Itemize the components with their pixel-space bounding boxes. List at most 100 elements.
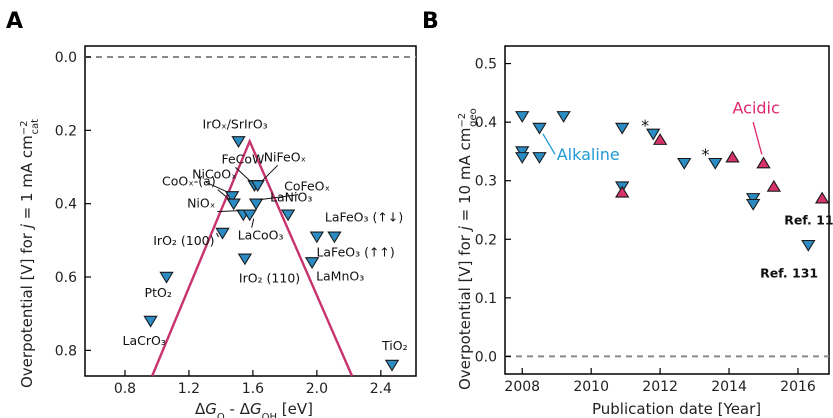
chart-a-point-label: LaFeO₃ (↑↓) bbox=[325, 210, 403, 225]
chart-b-point-alkaline bbox=[532, 152, 547, 164]
chart-b-frame bbox=[504, 45, 830, 375]
chart-a-point-label: CoFeOₓ bbox=[284, 179, 330, 194]
panel-label-b: B bbox=[422, 9, 439, 34]
chart-b-point-acidic bbox=[814, 191, 830, 204]
chart-a-xtick-label: 1.6 bbox=[242, 381, 264, 397]
chart-a-point bbox=[224, 191, 240, 203]
chart-a-label-arrow bbox=[235, 166, 251, 182]
chart-a-point-label: NiOₓ bbox=[187, 196, 215, 211]
chart-b-xtick-label: 2014 bbox=[711, 379, 747, 395]
chart-b-annotation-ref119: Ref. 119 bbox=[784, 213, 833, 228]
chart-b-point-alkaline bbox=[708, 157, 723, 170]
chart-a-point bbox=[237, 253, 253, 266]
chart-b-point-alkaline bbox=[801, 239, 816, 252]
chart-a-label-arrow bbox=[216, 232, 219, 238]
chart-b-point-acidic bbox=[766, 179, 782, 192]
chart-b-annotation-ref131: Ref. 131 bbox=[760, 265, 818, 280]
chart-a-point bbox=[280, 209, 296, 222]
chart-b-series-label-acidic: Acidic bbox=[732, 98, 779, 117]
chart-a-point bbox=[309, 231, 325, 244]
chart-a-frame bbox=[84, 45, 417, 377]
chart-a-ytick-label: 0.4 bbox=[55, 197, 77, 213]
chart-b-point-alkaline bbox=[556, 111, 571, 123]
chart-a-label-arrow bbox=[217, 189, 231, 201]
chart-b-acidic-arrow bbox=[752, 121, 763, 155]
chart-b-xlabel: Publication date [Year] bbox=[592, 400, 761, 418]
chart-a-point-label: LaCrO₃ bbox=[123, 333, 166, 348]
chart-b-xtick-label: 2012 bbox=[642, 379, 678, 395]
chart-a-xtick-label: 2.0 bbox=[306, 381, 328, 397]
chart-a-point bbox=[248, 198, 264, 211]
chart-b-xtick-label: 2010 bbox=[573, 379, 609, 395]
chart-a-ytick-label: 0.2 bbox=[55, 123, 77, 139]
chart-a-point bbox=[159, 271, 174, 284]
chart-b-point-alkaline bbox=[646, 128, 661, 141]
chart-a-point bbox=[242, 209, 257, 222]
chart-b-point-alkaline bbox=[615, 122, 630, 135]
chart-a-label-arrow bbox=[205, 181, 229, 193]
chart-a-point bbox=[327, 231, 342, 244]
chart-a-ytick-label: 0.0 bbox=[55, 50, 77, 66]
chart-a-label-arrow bbox=[260, 194, 299, 201]
chart-b-point-acidic bbox=[652, 133, 668, 145]
chart-b-point-alkaline bbox=[515, 146, 530, 159]
chart-a-point bbox=[304, 257, 320, 269]
chart-a-xlabel: ΔGO - ΔGOH [eV] bbox=[195, 400, 313, 418]
chart-b-xtick-label: 2008 bbox=[504, 379, 540, 395]
chart-a-point bbox=[226, 198, 241, 211]
chart-b: Alkaline Acidic Ref. 119 Ref. 131 * * 2008 201… bbox=[456, 45, 833, 418]
chart-b-xtick-label: 2016 bbox=[780, 379, 816, 395]
panel-label-a: A bbox=[6, 9, 23, 34]
chart-b-ylabel: Overpotential [V] for j = 10 mA cm−2geo bbox=[456, 108, 479, 390]
chart-b-ytick-label: 0.2 bbox=[475, 232, 497, 248]
chart-a-point-label: IrO₂ (100) bbox=[153, 233, 214, 248]
chart-a-point bbox=[231, 136, 246, 148]
chart-a-point-label: IrOₓ/SrIrO₃ bbox=[203, 116, 268, 131]
chart-b-point-acidic bbox=[756, 156, 771, 169]
chart-a-point-label: FeCoW bbox=[221, 151, 264, 166]
chart-a-ylabel: Overpotential [V] for j = 1 mA cm−2cat bbox=[18, 119, 41, 388]
chart-b-annotation-star: * bbox=[641, 116, 649, 135]
chart-b-point-acidic bbox=[725, 150, 740, 163]
chart-a-point-label: LaMnO₃ bbox=[316, 268, 364, 283]
chart-a-xtick-label: 0.8 bbox=[114, 381, 136, 397]
chart-b-ytick-label: 0.4 bbox=[475, 115, 497, 131]
chart-a-point-label: NiFeOₓ bbox=[264, 149, 306, 164]
chart-a-point-label: CoOₓ-(a) bbox=[162, 174, 216, 189]
chart-a-label-arrow bbox=[251, 218, 255, 228]
chart-a-point bbox=[215, 227, 230, 240]
chart-b-point-alkaline bbox=[532, 122, 547, 135]
chart-a-volcano-line bbox=[151, 138, 354, 377]
chart-a-label-arrow bbox=[217, 210, 240, 213]
chart-a-label-arrow bbox=[261, 164, 279, 182]
chart-b-alkaline-arrow bbox=[542, 133, 556, 155]
chart-b-series-label-alkaline: Alkaline bbox=[557, 145, 620, 164]
chart-a-point-label: TiO₂ bbox=[381, 338, 408, 353]
chart-a-point bbox=[250, 180, 265, 192]
chart-a-point bbox=[384, 359, 400, 372]
chart-a-xtick-label: 1.2 bbox=[178, 381, 200, 397]
chart-b-ytick-label: 0.1 bbox=[475, 291, 497, 307]
chart-b-point-acidic bbox=[615, 185, 630, 198]
chart-a-point-label: LaNiO₃ bbox=[270, 190, 312, 205]
chart-a-point-label: LaFeO₃ (↑↑) bbox=[316, 245, 394, 260]
chart-b-annotation-star: * bbox=[701, 145, 709, 164]
chart-b-ytick-label: 0.0 bbox=[475, 349, 497, 365]
chart-b-ytick-label: 0.3 bbox=[475, 174, 497, 190]
chart-a-point bbox=[143, 315, 158, 328]
chart-b-point-alkaline bbox=[515, 111, 530, 123]
chart-a-point-label: IrO₂ (110) bbox=[239, 271, 300, 286]
chart-a-xtick-label: 2.4 bbox=[370, 381, 392, 397]
chart-b-point-alkaline bbox=[745, 198, 761, 211]
chart-b-point-alkaline bbox=[677, 157, 692, 170]
chart-b-ytick-label: 0.5 bbox=[475, 57, 497, 73]
chart-a-ytick-label: 0.6 bbox=[55, 270, 77, 286]
chart-a-point-label: LaCoO₃ bbox=[238, 228, 284, 243]
chart-b-point-alkaline bbox=[745, 193, 761, 205]
chart-a-ytick-label: 0.8 bbox=[55, 343, 77, 359]
chart-a-point-label: NiCoOₓ bbox=[192, 166, 237, 181]
chart-b-point-alkaline bbox=[515, 152, 530, 164]
chart-a-point-label: PtO₂ bbox=[145, 285, 172, 300]
